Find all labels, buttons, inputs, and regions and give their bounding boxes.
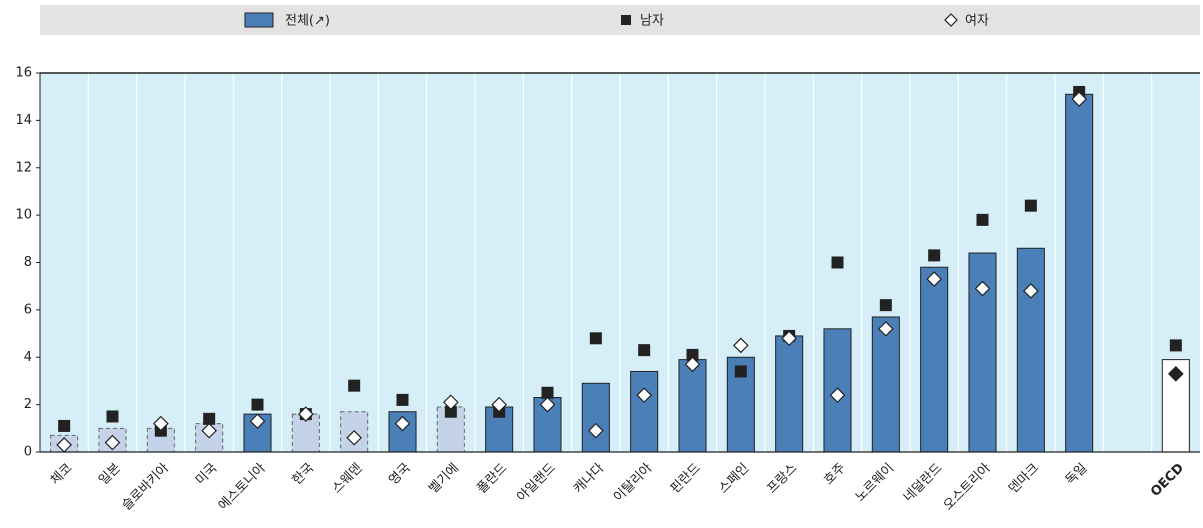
men-marker bbox=[831, 256, 844, 269]
bar bbox=[1016, 247, 1045, 453]
men-marker bbox=[541, 386, 554, 399]
men-marker bbox=[928, 249, 941, 262]
x-tick-label: 독일 bbox=[1063, 461, 1091, 489]
women-marker bbox=[56, 437, 73, 453]
women-marker bbox=[394, 415, 411, 432]
women-marker bbox=[297, 406, 314, 422]
y-tick-label: 12 bbox=[15, 160, 32, 175]
x-tick-label: 일본 bbox=[96, 461, 124, 489]
men-marker bbox=[251, 398, 264, 411]
women-marker bbox=[781, 330, 798, 347]
x-tick-label: 스웨덴 bbox=[329, 461, 365, 497]
women-marker bbox=[442, 394, 459, 411]
y-tick-label: 6 bbox=[24, 302, 32, 317]
x-tick-label: 핀란드 bbox=[668, 461, 704, 497]
bar bbox=[630, 370, 659, 453]
men-marker bbox=[203, 412, 216, 425]
men-marker bbox=[444, 405, 457, 418]
women-marker bbox=[877, 320, 894, 337]
legend-swatch bbox=[244, 12, 274, 28]
women-marker bbox=[1022, 283, 1039, 299]
legend-background bbox=[40, 5, 1200, 35]
x-tick-label: 호주 bbox=[821, 461, 849, 489]
women-marker bbox=[974, 280, 991, 297]
men-marker bbox=[1169, 339, 1182, 352]
men-marker bbox=[976, 213, 989, 226]
y-tick-label: 4 bbox=[24, 350, 32, 365]
y-tick-label: 14 bbox=[15, 113, 32, 128]
legend-label: 여자 bbox=[965, 14, 989, 29]
legend-marker bbox=[621, 15, 631, 25]
men-marker bbox=[638, 344, 651, 357]
bar bbox=[920, 266, 949, 453]
men-marker bbox=[686, 348, 699, 361]
men-marker bbox=[589, 332, 602, 345]
x-tick-label: 스페인 bbox=[716, 461, 752, 497]
bar bbox=[678, 359, 707, 453]
women-marker bbox=[732, 337, 749, 354]
x-tick-label: OECD bbox=[1148, 461, 1187, 500]
x-tick-label: 슬로바키아 bbox=[119, 461, 172, 514]
women-marker bbox=[152, 415, 169, 432]
women-marker bbox=[539, 396, 556, 413]
bar bbox=[581, 382, 610, 453]
legend-label: 남자 bbox=[640, 14, 664, 29]
women-marker bbox=[1071, 91, 1088, 107]
men-marker bbox=[734, 365, 747, 378]
legend-marker bbox=[944, 13, 958, 27]
men-marker bbox=[58, 419, 71, 432]
x-tick-label: 캐나다 bbox=[571, 461, 607, 497]
x-tick-label: 노르웨이 bbox=[853, 461, 897, 505]
women-marker bbox=[346, 429, 363, 446]
women-marker bbox=[1167, 365, 1184, 382]
x-tick-label: 에스토니아 bbox=[216, 461, 269, 514]
x-tick-label: 네덜란드 bbox=[901, 461, 945, 505]
men-marker bbox=[348, 379, 361, 392]
x-tick-label: 아일랜드 bbox=[514, 461, 558, 505]
x-tick-label: 프랑스 bbox=[764, 461, 800, 497]
men-marker bbox=[1024, 199, 1037, 212]
women-marker bbox=[684, 356, 701, 373]
women-marker bbox=[249, 413, 266, 430]
women-marker bbox=[926, 271, 943, 287]
women-marker bbox=[104, 434, 121, 451]
women-marker bbox=[829, 387, 846, 403]
x-tick-label: 벨기에 bbox=[426, 461, 462, 497]
y-tick-label: 8 bbox=[24, 255, 32, 270]
x-tick-label: 미국 bbox=[193, 461, 221, 489]
y-tick-label: 2 bbox=[24, 397, 32, 412]
men-marker bbox=[879, 299, 892, 312]
y-tick-label: 16 bbox=[15, 66, 32, 81]
bar bbox=[871, 316, 900, 453]
men-marker bbox=[106, 410, 119, 423]
women-marker bbox=[491, 396, 508, 413]
x-tick-label: 영국 bbox=[386, 461, 414, 489]
x-tick-label: 한국 bbox=[290, 461, 318, 489]
x-tick-label: 오스트리아 bbox=[941, 461, 994, 514]
legend-label: 전체(↗) bbox=[285, 14, 330, 29]
y-tick-label: 0 bbox=[24, 445, 32, 460]
women-marker bbox=[201, 422, 218, 439]
bar bbox=[1065, 93, 1094, 453]
bar bbox=[775, 335, 804, 453]
men-marker bbox=[396, 393, 409, 406]
women-marker bbox=[636, 387, 653, 403]
x-tick-label: 덴마크 bbox=[1006, 461, 1042, 497]
women-marker bbox=[587, 422, 604, 439]
x-tick-label: 폴란드 bbox=[474, 461, 510, 497]
x-tick-label: 체코 bbox=[48, 461, 76, 489]
x-tick-label: 이탈리아 bbox=[611, 461, 655, 505]
y-tick-label: 10 bbox=[15, 208, 32, 223]
